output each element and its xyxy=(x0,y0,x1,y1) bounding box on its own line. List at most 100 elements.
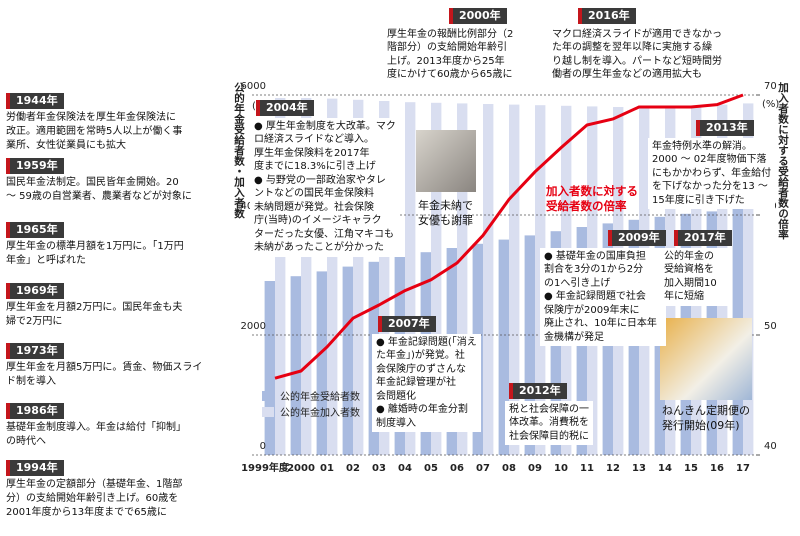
x-tick-label: 04 xyxy=(398,463,412,474)
entry-line: 婦で2万円に xyxy=(6,315,63,327)
y2-tick-label: 40 xyxy=(764,441,777,452)
bar xyxy=(353,99,364,456)
legend-label: 公的年金受給者数 xyxy=(280,390,360,403)
year-badge: 2012年 xyxy=(509,383,567,399)
callout-line: 加入期間10 xyxy=(664,277,717,289)
entry-line: 厚生年金の定額部分（基礎年金、1階部 xyxy=(6,478,183,490)
callout-box: マクロ経済スライドが適用できなかっ た年の調整を翌年以降に実施する繰 り越し制を導入… xyxy=(548,25,726,84)
year-badge: 1944年 xyxy=(6,93,64,109)
callout-line: 体改革。消費税を xyxy=(509,417,589,428)
callout-line: 会保険庁のずさんな xyxy=(376,363,466,375)
callout-line: ターだった女優、江角マキコも xyxy=(254,228,394,240)
callout: 2004年 ● 厚生年金制度を大改革。マク ロ経済スライドなど導入。 厚生年金保険料を… xyxy=(250,100,400,257)
x-tick-label: 11 xyxy=(580,463,594,474)
callout-line: 年金特例水準の解消。 xyxy=(652,140,752,152)
callout-line: 年金記録管理が社 xyxy=(376,377,456,388)
x-tick-label: 10 xyxy=(554,463,568,474)
timeline-entry: 1965年厚生年金の標準月額を1万円に。「1万円 年金」と呼ばれた xyxy=(6,222,184,268)
caption-line: 年金未納で xyxy=(418,199,473,212)
callout-line: 度までに18.3%に引き上げ xyxy=(254,161,376,172)
callout: 2016年 マクロ経済スライドが適用できなかっ た年の調整を翌年以降に実施する繰 り越… xyxy=(548,8,726,84)
callout-line: マクロ経済スライドが適用できなかっ xyxy=(552,28,722,40)
photo-caption: 年金未納で 女優も謝罪 xyxy=(418,198,473,228)
caption-line: 発行開始(09年) xyxy=(662,419,740,432)
bar xyxy=(509,104,520,455)
callout: 2013年 年金特例水準の解消。 2000 〜 02年度物価下落 にもかかわらず、年金… xyxy=(648,120,776,209)
x-tick-label: 13 xyxy=(632,463,646,474)
callout-line: 制度導入 xyxy=(376,417,416,429)
x-tick-label: 09 xyxy=(528,463,542,474)
callout-line: 上げ。2013年度から25年 xyxy=(387,55,505,67)
legend-swatch xyxy=(262,391,274,401)
bar xyxy=(743,103,754,456)
legend-label: 公的年金加入者数 xyxy=(280,406,360,419)
bar xyxy=(379,101,390,455)
entry-line: の時代へ xyxy=(6,435,46,447)
callout-line: 金機構が発足 xyxy=(544,331,604,343)
year-badge: 1965年 xyxy=(6,222,64,238)
bar xyxy=(342,266,353,455)
callout-line: 厚生年金保険料を2017年 xyxy=(254,147,370,159)
callout-line: 2000 〜 02年度物価下落 xyxy=(652,154,767,165)
line-annotation: 加入者数に対する 受給者数の倍率 xyxy=(546,184,638,214)
entry-line: 2001年度から13年度までで65歳に xyxy=(6,506,167,518)
bar xyxy=(275,98,286,455)
callout-line: ロ経済スライドなど導入。 xyxy=(254,134,374,145)
callout: 2012年 税と社会保障の一 体改革。消費税を 社会保障目的税に xyxy=(505,383,593,445)
entry-line: 厚生年金を月額2万円に。国民年金も夫 xyxy=(6,301,183,313)
callout-line: ● 年金記録問題(「消え xyxy=(376,336,477,348)
entry-line: 分）の支給開始年齢引き上げ。60歳を xyxy=(6,492,179,504)
x-tick-label: 02 xyxy=(346,463,360,474)
callout-line: た年の調整を翌年以降に実施する繰 xyxy=(552,42,712,53)
callout-box: 厚生年金の報酬比例部分（2 階部分）の支給開始年齢引 上げ。2013年度から25年度… xyxy=(383,25,518,84)
callout-box: ● 基礎年金の国庫負担 割合を3分の1から2分 の1へ引き上げ ● 年金記録問題で社会… xyxy=(540,247,666,346)
callout: 2009年 ● 基礎年金の国庫負担 割合を3分の1から2分 の1へ引き上げ ● 年金記録… xyxy=(540,230,666,346)
entry-line: 厚生年金の標準月額を1万円に。「1万円 xyxy=(6,240,184,252)
y2-tick-label: 50 xyxy=(764,321,777,332)
bar xyxy=(290,276,301,455)
callout-line: ● 基礎年金の国庫負担 xyxy=(544,250,646,262)
y2-unit: (%) xyxy=(762,99,779,110)
x-tick-label: 06 xyxy=(450,463,464,474)
timeline-entry: 1944年労働者年金保険法を厚生年金保険法に 改正。適用範囲を常時5人以上が働く事… xyxy=(6,93,182,153)
entry-line: 年金」と呼ばれた xyxy=(6,254,86,266)
ratio-line xyxy=(274,93,744,380)
callout-line: 厚生年金の報酬比例部分（2 xyxy=(387,28,514,40)
callout-line: ● 厚生年金制度を大改革。マク xyxy=(254,120,396,132)
callout-line: 15年度に引き下げた xyxy=(652,194,745,206)
entry-line: 改正。適用範囲を常時5人以上が働く事 xyxy=(6,125,183,137)
callout: 2017年 公的年金の 受給資格を 加入期間10 年に短縮 xyxy=(660,230,732,306)
bar xyxy=(431,102,442,456)
callout-line: 受給資格を xyxy=(664,264,714,275)
callout-line: 公的年金の xyxy=(664,250,714,262)
y2-tick-label: 70 xyxy=(764,81,777,92)
caption-line: ねんきん定期便の xyxy=(662,404,750,417)
callout-line: 階部分）の支給開始年齢引 xyxy=(387,42,507,53)
callout-line: 働者の厚生年金などの適用拡大も xyxy=(552,69,702,80)
callout-line: の1へ引き上げ xyxy=(544,277,611,289)
callout-line: 年に短縮 xyxy=(664,291,704,302)
callout-line: にもかかわらず、年金給付 xyxy=(652,167,772,179)
callout-line: 度にかけて60歳から65歳に xyxy=(387,69,513,80)
y-axis-title: 公的年金受給者数・加入者数 xyxy=(233,82,245,219)
y-tick-label: 2000 xyxy=(241,321,266,332)
callout-box: ● 年金記録問題(「消え た年金」)が発覚。社 会保険庁のずさんな 年金記録管理が社会… xyxy=(372,333,481,432)
y-tick-label: 0 xyxy=(260,441,266,452)
callout-box: ● 厚生年金制度を大改革。マク ロ経済スライドなど導入。 厚生年金保険料を2017年… xyxy=(250,117,400,257)
callout-line: 庁(当時)のイメージキャラク xyxy=(254,215,382,226)
callout-line: 税と社会保障の一 xyxy=(509,403,589,415)
x-tick-label: 05 xyxy=(424,463,438,474)
year-badge: 2016年 xyxy=(578,8,636,24)
x-tick-label: 12 xyxy=(606,463,620,474)
entry-line: 労働者年金保険法を厚生年金保険法に xyxy=(6,111,176,123)
callout-line: り越し制を導入。パートなど短時間労 xyxy=(552,55,722,67)
x-tick-label: 16 xyxy=(710,463,724,474)
x-tick-label: 15 xyxy=(684,463,698,474)
entry-line: 〜 59歳の自営業者、農業者などが対象に xyxy=(6,190,192,202)
x-tick-label: 14 xyxy=(658,463,672,474)
x-tick-label: 1999年度 xyxy=(241,461,290,474)
bar xyxy=(483,104,494,455)
callout-line: ● 離婚時の年金分割 xyxy=(376,404,468,415)
entry-line: 国民年金法制定。国民皆年金開始。20 xyxy=(6,176,179,188)
